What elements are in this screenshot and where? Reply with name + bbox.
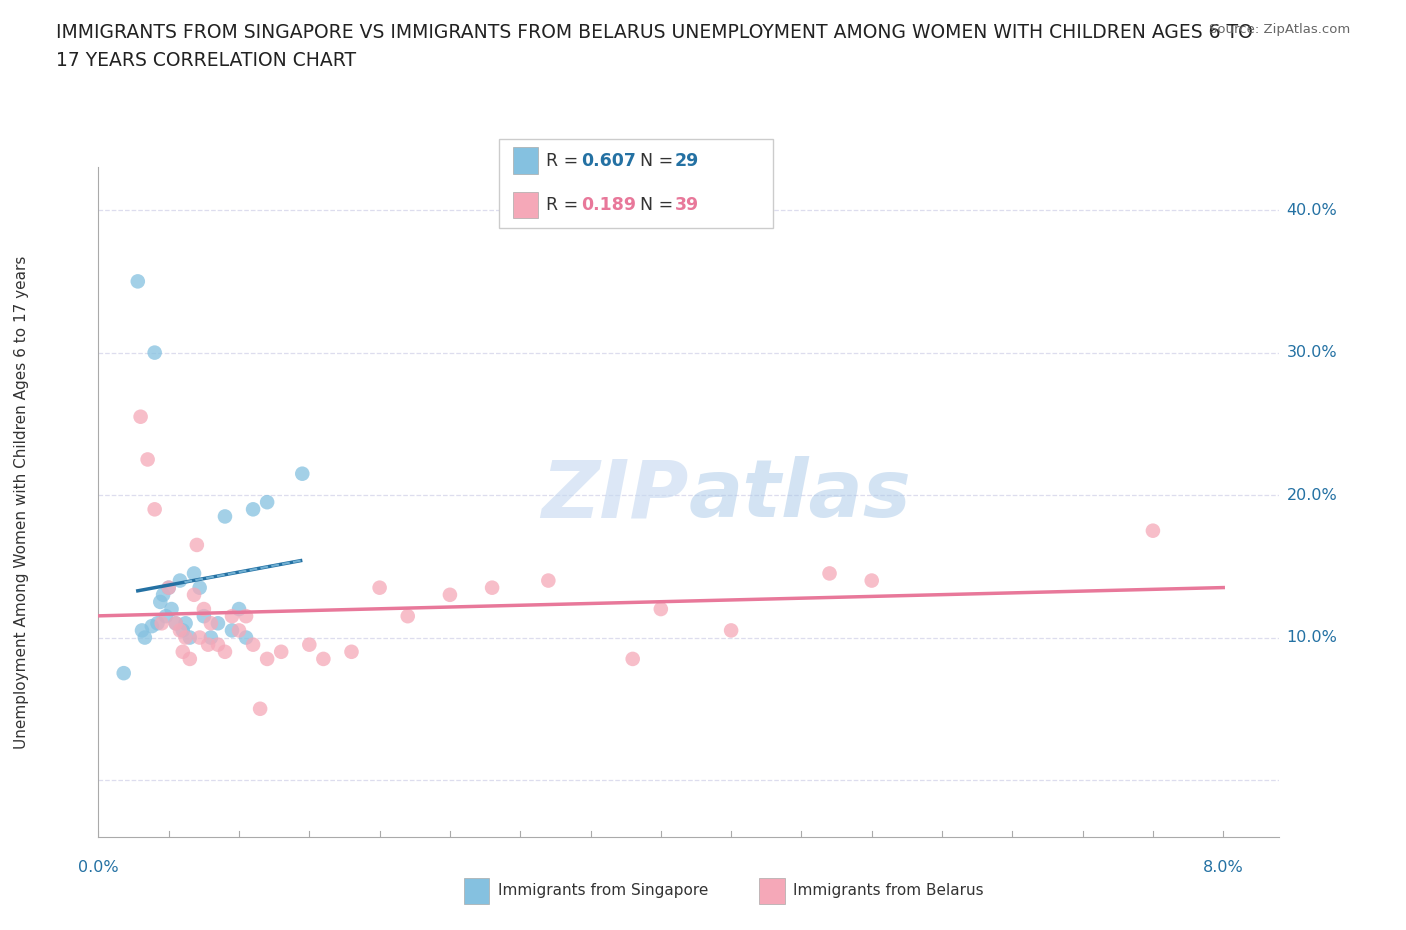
- Point: [169, 573, 191, 588]
- Point: [149, 594, 172, 609]
- Point: [207, 637, 229, 652]
- Text: Unemployment Among Women with Children Ages 6 to 17 years: Unemployment Among Women with Children A…: [14, 256, 28, 749]
- Text: 29: 29: [675, 152, 699, 169]
- Point: [207, 616, 229, 631]
- Point: [214, 644, 236, 659]
- Point: [134, 631, 156, 645]
- Point: [172, 644, 194, 659]
- Point: [396, 609, 419, 624]
- Point: [270, 644, 292, 659]
- Point: [439, 588, 461, 603]
- Point: [720, 623, 742, 638]
- Text: Immigrants from Singapore: Immigrants from Singapore: [498, 884, 709, 898]
- Point: [179, 631, 201, 645]
- Point: [221, 623, 243, 638]
- Point: [256, 495, 278, 510]
- Point: [174, 631, 197, 645]
- Point: [235, 631, 257, 645]
- Point: [228, 623, 250, 638]
- Point: [200, 631, 222, 645]
- Point: [146, 616, 169, 631]
- Point: [221, 609, 243, 624]
- Text: Source: ZipAtlas.com: Source: ZipAtlas.com: [1209, 23, 1350, 36]
- Text: atlas: atlas: [689, 456, 911, 534]
- Point: [150, 616, 173, 631]
- Point: [172, 623, 194, 638]
- Text: 40.0%: 40.0%: [1286, 203, 1337, 218]
- Point: [143, 502, 166, 517]
- Point: [165, 616, 187, 631]
- Point: [186, 538, 208, 552]
- Point: [340, 644, 363, 659]
- Point: [183, 566, 205, 581]
- Text: 10.0%: 10.0%: [1286, 630, 1337, 645]
- Point: [136, 452, 159, 467]
- Point: [174, 616, 197, 631]
- Point: [235, 609, 257, 624]
- Point: [312, 652, 335, 667]
- Text: Immigrants from Belarus: Immigrants from Belarus: [793, 884, 984, 898]
- Point: [214, 509, 236, 524]
- Point: [193, 609, 215, 624]
- Point: [1142, 524, 1164, 538]
- Text: 17 YEARS CORRELATION CHART: 17 YEARS CORRELATION CHART: [56, 51, 356, 70]
- Point: [291, 466, 314, 481]
- Point: [129, 409, 152, 424]
- Point: [650, 602, 672, 617]
- Point: [152, 588, 174, 603]
- Text: 0.0%: 0.0%: [79, 860, 118, 875]
- Text: 20.0%: 20.0%: [1286, 487, 1337, 502]
- Point: [155, 609, 177, 624]
- Text: 0.189: 0.189: [581, 195, 636, 214]
- Point: [112, 666, 135, 681]
- Text: 39: 39: [675, 195, 699, 214]
- Point: [298, 637, 321, 652]
- Point: [160, 602, 183, 617]
- Text: 0.607: 0.607: [581, 152, 636, 169]
- Point: [242, 637, 264, 652]
- Point: [256, 652, 278, 667]
- Text: ZIP: ZIP: [541, 456, 689, 534]
- Point: [188, 580, 211, 595]
- Point: [143, 345, 166, 360]
- Point: [621, 652, 644, 667]
- Point: [157, 580, 180, 595]
- Point: [200, 616, 222, 631]
- Text: 8.0%: 8.0%: [1204, 860, 1243, 875]
- Point: [242, 502, 264, 517]
- Text: R =: R =: [546, 195, 583, 214]
- Point: [249, 701, 271, 716]
- Point: [127, 274, 149, 289]
- Point: [183, 588, 205, 603]
- Point: [193, 602, 215, 617]
- Point: [537, 573, 560, 588]
- Point: [188, 631, 211, 645]
- Point: [141, 618, 163, 633]
- Text: N =: N =: [640, 195, 679, 214]
- Point: [157, 580, 180, 595]
- Text: N =: N =: [640, 152, 679, 169]
- Text: R =: R =: [546, 152, 583, 169]
- Point: [179, 652, 201, 667]
- Point: [169, 623, 191, 638]
- Point: [197, 637, 219, 652]
- Point: [481, 580, 503, 595]
- Point: [165, 616, 187, 631]
- Point: [131, 623, 153, 638]
- Point: [860, 573, 883, 588]
- Text: IMMIGRANTS FROM SINGAPORE VS IMMIGRANTS FROM BELARUS UNEMPLOYMENT AMONG WOMEN WI: IMMIGRANTS FROM SINGAPORE VS IMMIGRANTS …: [56, 23, 1253, 42]
- Point: [368, 580, 391, 595]
- Text: 30.0%: 30.0%: [1286, 345, 1337, 360]
- Point: [818, 566, 841, 581]
- Point: [228, 602, 250, 617]
